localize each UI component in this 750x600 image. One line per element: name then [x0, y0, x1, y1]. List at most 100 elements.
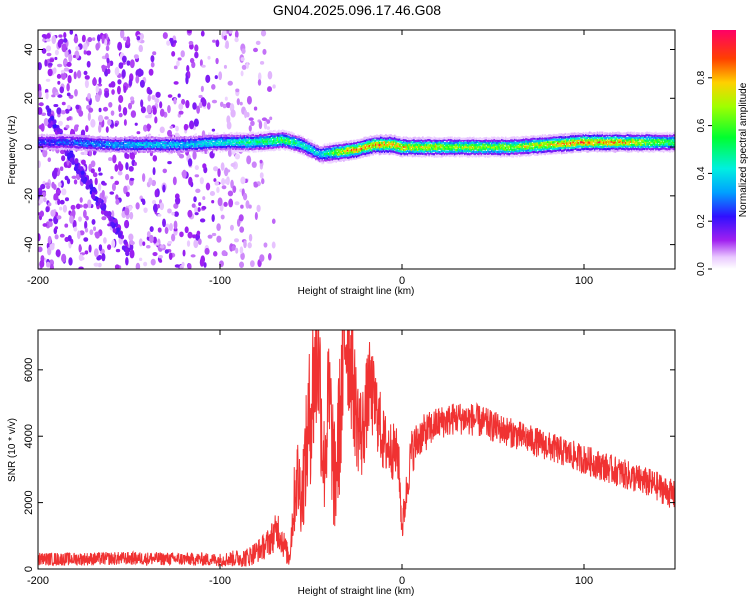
heatmap-cell	[194, 142, 196, 146]
heatmap-cell	[339, 143, 341, 146]
heatmap-cell	[204, 144, 206, 148]
heatmap-cell	[429, 145, 432, 148]
heatmap-cell	[569, 146, 572, 150]
heatmap-cell	[50, 143, 52, 147]
heatmap-cell	[51, 181, 55, 189]
heatmap-cell	[406, 147, 409, 151]
heatmap-cell	[102, 182, 107, 186]
heatmap-cell	[83, 144, 85, 147]
heatmap-cell	[438, 140, 441, 144]
heatmap-cell	[436, 155, 438, 158]
heatmap-cell	[455, 141, 457, 144]
heatmap-cell	[236, 131, 238, 135]
heatmap-cell	[611, 134, 614, 137]
heatmap-cell	[525, 149, 527, 153]
heatmap-cell	[158, 134, 160, 137]
heatmap-cell	[527, 140, 530, 144]
heatmap-cell	[47, 68, 53, 77]
heatmap-cell	[208, 137, 210, 140]
heatmap-cell	[138, 238, 143, 247]
heatmap-cell	[53, 145, 56, 148]
heatmap-cell	[595, 149, 597, 152]
heatmap-cell	[312, 149, 315, 152]
heatmap-cell	[369, 138, 372, 141]
heatmap-cell	[605, 133, 608, 137]
heatmap-cell	[632, 147, 634, 150]
heatmap-cell	[143, 140, 145, 144]
heatmap-cell	[158, 141, 160, 144]
heatmap-cell	[405, 143, 408, 146]
heatmap-cell	[306, 146, 308, 150]
heatmap-cell	[480, 139, 483, 143]
heatmap-cell	[169, 136, 172, 139]
heatmap-cell	[387, 152, 390, 156]
heatmap-cell	[230, 141, 233, 144]
heatmap-cell	[420, 155, 423, 158]
heatmap-cell	[264, 131, 266, 134]
heatmap-cell	[558, 136, 560, 139]
heatmap-cell	[551, 147, 554, 151]
heatmap-cell	[455, 137, 457, 140]
heatmap-cell	[230, 145, 233, 148]
heatmap-cell	[582, 133, 585, 137]
heatmap-cell	[439, 139, 442, 142]
heatmap-cell	[586, 147, 588, 151]
heatmap-cell	[138, 257, 143, 262]
heatmap-cell	[527, 138, 530, 142]
heatmap-cell	[555, 147, 558, 151]
heatmap-cell	[478, 148, 480, 152]
heatmap-cell	[67, 152, 72, 158]
heatmap-cell	[497, 147, 499, 151]
heatmap-cell	[257, 131, 260, 135]
heatmap-cell	[499, 141, 502, 144]
heatmap-cell	[274, 148, 276, 151]
heatmap-cell	[404, 144, 406, 147]
heatmap-cell	[216, 132, 219, 136]
heatmap-cell	[57, 182, 62, 188]
heatmap-cell	[630, 147, 633, 151]
heatmap-cell	[460, 147, 462, 150]
heatmap-cell	[67, 234, 72, 242]
heatmap-cell	[559, 148, 562, 152]
heatmap-cell	[367, 140, 369, 144]
heatmap-cell	[416, 149, 419, 153]
heatmap-cell	[513, 152, 516, 155]
heatmap-cell	[546, 143, 549, 146]
heatmap-cell	[494, 147, 497, 151]
heatmap-cell	[265, 136, 267, 139]
heatmap-cell	[395, 151, 397, 154]
heatmap-cell	[433, 155, 436, 158]
heatmap-cell	[413, 141, 415, 144]
heatmap-cell	[619, 140, 622, 143]
heatmap-cell	[427, 149, 429, 153]
heatmap-cell	[373, 151, 376, 155]
heatmap-cell	[97, 262, 102, 268]
heatmap-cell	[562, 151, 564, 154]
heatmap-cell	[177, 93, 181, 98]
heatmap-cell	[236, 139, 238, 142]
heatmap-cell	[465, 150, 467, 153]
heatmap-cell	[376, 137, 378, 140]
heatmap-cell	[350, 155, 353, 159]
heatmap-cell	[377, 144, 380, 148]
heatmap-cell	[385, 144, 387, 147]
heatmap-cell	[462, 139, 465, 142]
heatmap-cell	[281, 132, 284, 135]
heatmap-cell	[337, 157, 340, 161]
heatmap-cell	[353, 142, 355, 145]
heatmap-cell	[140, 143, 143, 146]
heatmap-cell	[418, 136, 420, 140]
heatmap-cell	[574, 132, 577, 136]
heatmap-cell	[239, 136, 242, 139]
heatmap-cell	[329, 156, 331, 159]
heatmap-cell	[220, 138, 223, 141]
heatmap-cell	[292, 138, 294, 141]
heatmap-cell	[411, 145, 414, 149]
heatmap-cell	[311, 139, 313, 143]
heatmap-cell	[616, 131, 619, 134]
heatmap-cell	[95, 84, 100, 94]
heatmap-cell	[81, 141, 84, 144]
heatmap-cell	[83, 237, 89, 242]
heatmap-cell	[149, 149, 152, 153]
heatmap-cell	[187, 209, 193, 218]
